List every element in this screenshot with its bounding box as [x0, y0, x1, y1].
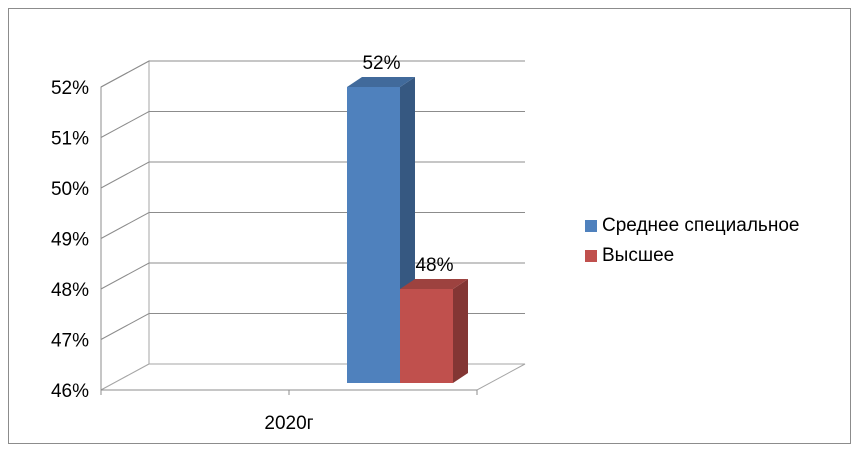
legend-item-series-1: Среднее специальное [585, 211, 799, 241]
gridline [100, 212, 525, 239]
gridline [100, 161, 525, 189]
legend-swatch-series-2 [585, 250, 597, 262]
legend: Среднее специальное Высшее [585, 211, 799, 271]
legend-label-series-2: Высшее [602, 245, 675, 266]
bar-front [400, 289, 453, 383]
bar-front [347, 87, 400, 383]
gridline [100, 60, 525, 88]
bar-top [347, 77, 415, 87]
y-tick-label: 47% [51, 331, 89, 352]
gridline [100, 111, 525, 138]
y-tick-label: 48% [51, 280, 89, 301]
data-label: 52% [362, 53, 400, 74]
legend-item-series-2: Высшее [585, 241, 799, 271]
y-tick-label: 51% [51, 129, 89, 150]
chart-frame: 46% 47% 48% 49% 50% 51% 52% 52% 48% 2020г Среднее… [8, 8, 851, 444]
y-tick-label: 50% [51, 179, 89, 200]
data-label: 48% [415, 255, 453, 276]
bar-side [453, 279, 468, 383]
y-tick-label: 46% [51, 381, 89, 402]
y-tick-label: 49% [51, 230, 89, 251]
x-category-label: 2020г [264, 413, 313, 434]
bar-top [400, 279, 468, 289]
y-tick-label: 52% [51, 78, 89, 99]
legend-swatch-series-1 [585, 220, 597, 232]
legend-label-series-1: Среднее специальное [602, 215, 800, 236]
bar-chart: 46% 47% 48% 49% 50% 51% 52% 52% 48% 2020г [51, 53, 526, 434]
